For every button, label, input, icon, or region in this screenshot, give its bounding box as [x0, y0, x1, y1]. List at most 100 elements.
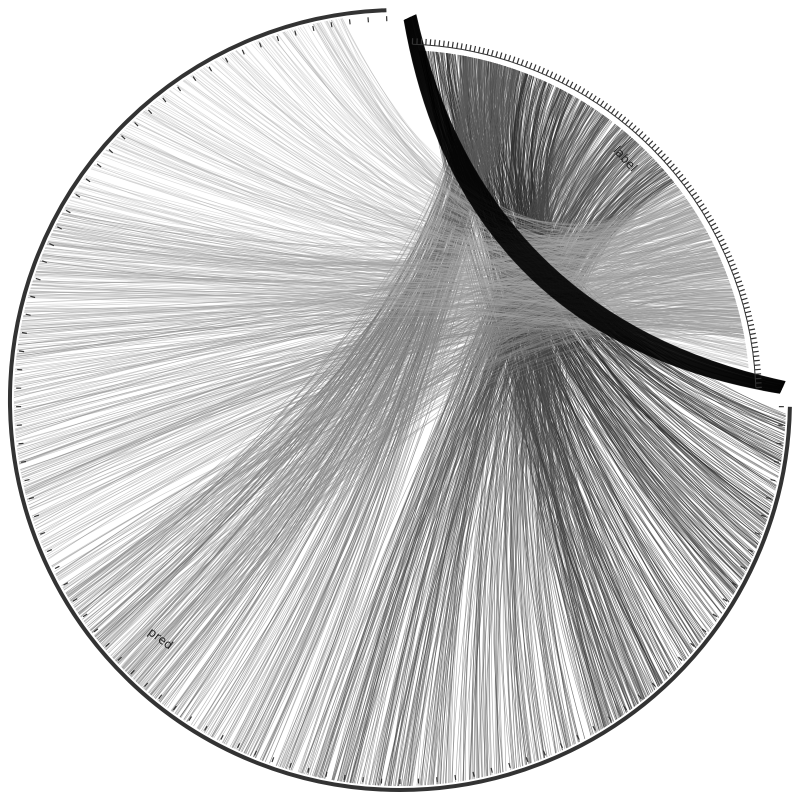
- chord-line: [253, 70, 519, 758]
- chord-line: [61, 214, 700, 251]
- chord-line: [249, 60, 486, 756]
- chord-line: [514, 133, 628, 764]
- chord-line: [244, 60, 486, 754]
- chord-line: [70, 272, 726, 601]
- chord-line: [14, 327, 744, 409]
- chord-line: [255, 55, 466, 759]
- chord-line: [193, 60, 484, 727]
- chord-line: [16, 325, 743, 361]
- chord-line: [229, 64, 501, 747]
- chord-line: [26, 214, 697, 304]
- chord-line: [225, 60, 487, 745]
- chord-line: [55, 258, 721, 575]
- label-tick: [718, 238, 725, 243]
- chord-line: [92, 311, 740, 634]
- chord-line: [73, 193, 734, 297]
- chord-line: [130, 313, 740, 677]
- chord-line: [124, 61, 491, 672]
- chord-line: [94, 65, 503, 636]
- chord-line: [23, 306, 748, 356]
- chord-line: [183, 67, 511, 720]
- chord-line: [64, 203, 690, 251]
- chord-line: [133, 63, 498, 680]
- chord-line: [16, 214, 698, 442]
- chord-line: [22, 313, 747, 351]
- chord-line: [94, 241, 713, 637]
- chord-line: [23, 289, 733, 316]
- chord-line: [19, 186, 678, 464]
- chord-line: [13, 261, 722, 405]
- chord-line: [238, 57, 475, 751]
- chord-line: [55, 226, 739, 311]
- chord-line: [14, 269, 726, 383]
- chord-line: [152, 68, 514, 697]
- chord-line: [67, 190, 681, 597]
- chord-line: [388, 115, 604, 786]
- chord-line: [15, 326, 744, 435]
- chord-line: [276, 67, 510, 766]
- label-tick: [545, 69, 550, 76]
- pred-tick: [24, 479, 30, 482]
- chord-line: [235, 56, 468, 750]
- chord-line: [70, 290, 733, 602]
- label-tick: [473, 45, 477, 52]
- chord-line: [255, 63, 498, 759]
- label-tick: [703, 210, 710, 216]
- chord-line: [75, 70, 519, 611]
- chord-line: [35, 193, 683, 274]
- chord-line: [290, 66, 508, 771]
- chord-line: [127, 62, 495, 674]
- chord-line: [150, 65, 502, 695]
- pred-tick: [770, 479, 776, 482]
- chord-line: [144, 68, 513, 690]
- chord-line: [83, 179, 719, 264]
- chord-line: [17, 272, 727, 347]
- chord-line: [42, 188, 679, 268]
- chord-line: [16, 234, 709, 354]
- chord-line: [144, 55, 465, 691]
- chord-line: [129, 59, 480, 677]
- chord-line: [31, 264, 723, 298]
- chord-line: [419, 102, 586, 786]
- pred-tick: [41, 260, 48, 264]
- chord-line: [39, 231, 707, 285]
- chord-line: [79, 258, 721, 616]
- chord-line: [31, 230, 707, 517]
- chord-line: [565, 179, 673, 698]
- chord-line: [28, 293, 744, 334]
- chord-line: [17, 264, 723, 455]
- chord-line: [25, 199, 688, 494]
- chord-line: [102, 69, 515, 647]
- chord-line: [159, 68, 514, 703]
- chord-line: [91, 69, 515, 633]
- chord-line: [240, 65, 503, 752]
- label-tick: [712, 226, 719, 231]
- chord-line: [130, 334, 745, 678]
- label-tick: [737, 284, 744, 288]
- chord-line: [19, 319, 743, 464]
- chord-line: [66, 265, 724, 595]
- chord-line: [56, 223, 735, 300]
- chord-line: [15, 257, 720, 370]
- chord-line: [17, 202, 690, 351]
- chord-line: [63, 189, 681, 590]
- chord-line: [170, 55, 464, 711]
- chord-line: [261, 56, 467, 761]
- chord-line: [287, 59, 481, 770]
- chord-line: [66, 61, 492, 595]
- label-tick: [508, 55, 512, 62]
- label-tick: [482, 47, 485, 54]
- chord-line: [16, 217, 699, 360]
- chord-line: [13, 247, 716, 402]
- chord-line: [204, 56, 466, 733]
- chord-line: [31, 200, 689, 285]
- chord-line: [519, 107, 593, 748]
- chord-line: [297, 59, 480, 773]
- chord-line: [62, 307, 738, 588]
- chord-line: [484, 133, 628, 776]
- chord-line: [236, 56, 470, 751]
- chord-line: [37, 267, 741, 318]
- pred-tick: [18, 442, 24, 445]
- chord-line: [38, 233, 708, 535]
- chord-line: [14, 309, 740, 416]
